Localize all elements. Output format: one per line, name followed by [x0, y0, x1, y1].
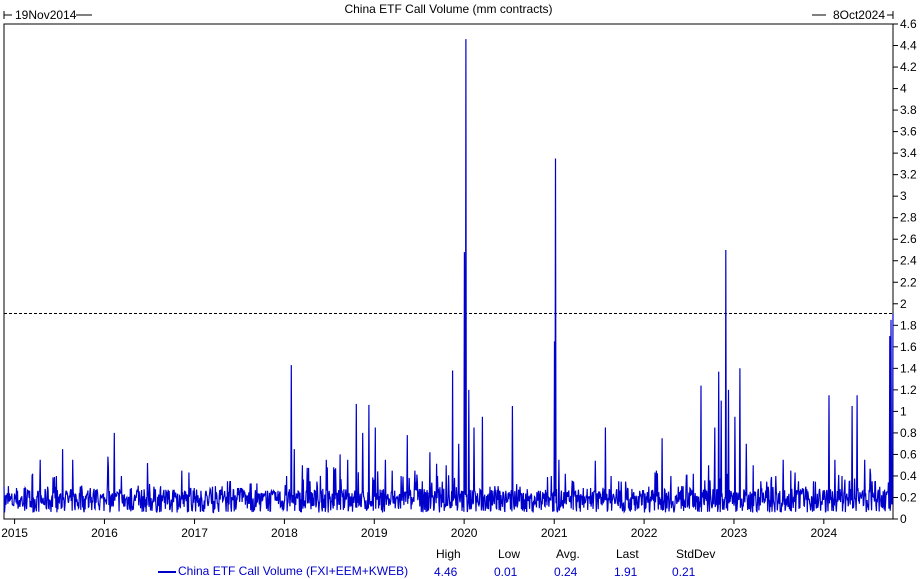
y-tick-label: 1.2 [900, 383, 917, 397]
y-tick-label: 2 [900, 297, 907, 311]
y-tick-label: 0.6 [900, 447, 917, 461]
x-tick-label: 2020 [451, 526, 478, 540]
y-tick-label: 1.4 [900, 361, 917, 375]
x-tick-label: 2021 [541, 526, 568, 540]
end-date-label: 8Oct2024 [833, 8, 885, 22]
y-tick-label: 4 [900, 82, 907, 96]
y-tick-label: 1.8 [900, 318, 917, 332]
y-tick-label: 2.6 [900, 232, 917, 246]
start-date-label: 19Nov2014 [15, 8, 77, 22]
chart-axes [3, 23, 894, 520]
x-tick-label: 2023 [721, 526, 748, 540]
y-axis: 0 0.2 0.4 0.6 0.8 1 1.2 1.4 1.6 1.8 2 2.2 2.4 2.6 2.8 3… [893, 17, 917, 526]
series-line [3, 39, 894, 514]
legend-last-value: 1.91 [614, 565, 638, 579]
y-tick-label: 3.4 [900, 146, 917, 160]
x-tick-label: 2017 [181, 526, 208, 540]
legend-stddev-value: 0.21 [672, 565, 696, 579]
y-tick-label: 0.2 [900, 490, 917, 504]
plot-frame [3, 23, 894, 520]
x-tick-label: 2022 [631, 526, 658, 540]
x-tick-label: 2018 [271, 526, 298, 540]
y-tick-label: 2.4 [900, 254, 917, 268]
legend-avg-header: Avg. [556, 547, 580, 561]
x-tick-label: 2019 [361, 526, 388, 540]
legend-low-value: 0.01 [494, 565, 518, 579]
x-tick-label: 2016 [91, 526, 118, 540]
y-tick-label: 3.2 [900, 168, 917, 182]
legend-avg-value: 0.24 [554, 565, 578, 579]
legend-series-name: China ETF Call Volume (FXI+EEM+KWEB) [178, 564, 409, 578]
y-tick-label: 0.8 [900, 426, 917, 440]
legend-line-swatch [158, 571, 176, 573]
chart-header: 19Nov2014 China ETF Call Volume (mm cont… [3, 2, 894, 22]
legend-high-value: 4.46 [434, 565, 458, 579]
x-tick-label: 2024 [810, 526, 837, 540]
series-lines [3, 39, 894, 514]
y-tick-label: 1 [900, 404, 907, 418]
y-tick-label: 2.2 [900, 275, 917, 289]
y-tick-label: 3.8 [900, 103, 917, 117]
chart-area: 2015 2016 2017 2018 2019 2020 2021 2022 2023 2024… [1, 2, 917, 540]
y-tick-label: 0.4 [900, 469, 917, 483]
y-tick-label: 4.6 [900, 17, 917, 31]
x-tick-label: 2015 [1, 526, 28, 540]
y-tick-label: 2.8 [900, 211, 917, 225]
legend-high-header: High [436, 547, 461, 561]
y-tick-label: 3.6 [900, 125, 917, 139]
legend: China ETF Call Volume (FXI+EEM+KWEB) Hig… [158, 545, 718, 579]
y-tick-label: 1.6 [900, 340, 917, 354]
y-tick-label: 3 [900, 189, 907, 203]
y-tick-label: 0 [900, 512, 907, 526]
legend-low-header: Low [498, 547, 521, 561]
x-axis: 2015 2016 2017 2018 2019 2020 2021 2022 2023 2024 [1, 519, 837, 540]
chart-title: China ETF Call Volume (mm contracts) [344, 2, 552, 16]
y-tick-label: 4.2 [900, 60, 917, 74]
y-tick-label: 4.4 [900, 39, 917, 53]
legend-stddev-header: StdDev [676, 547, 716, 561]
legend-last-header: Last [616, 547, 639, 561]
